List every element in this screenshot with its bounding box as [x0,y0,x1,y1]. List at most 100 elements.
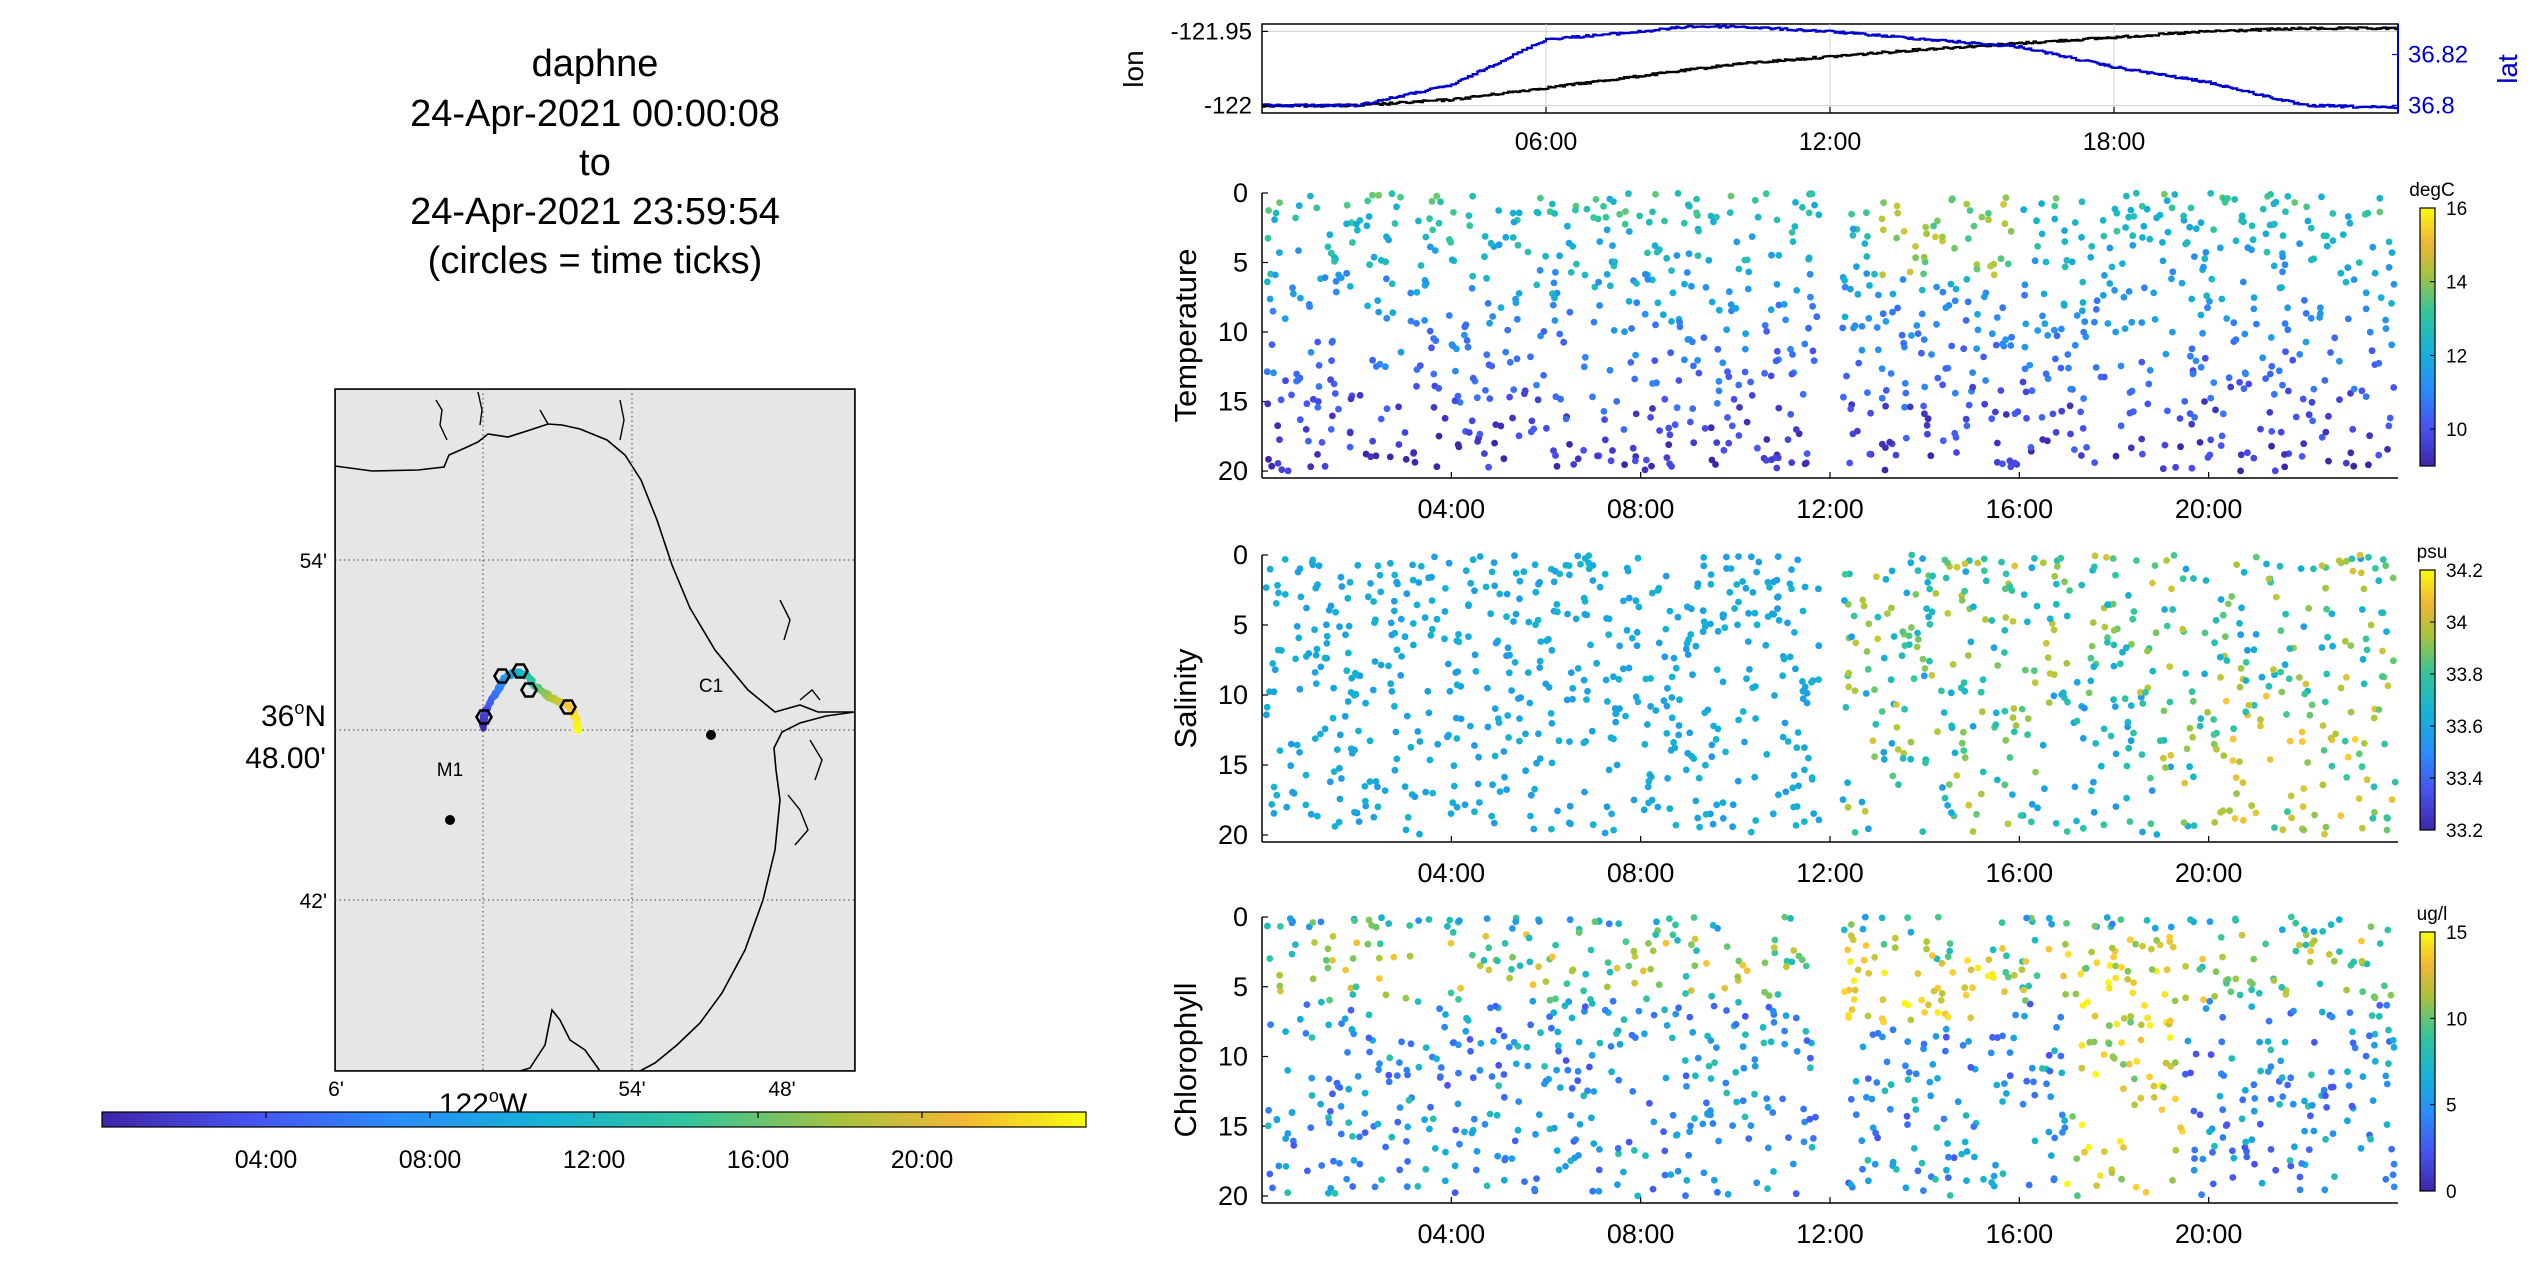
salinity-point [1965,801,1973,809]
salinity-point [2363,646,2371,654]
salinity-point [1969,723,1977,730]
temperature-point [1745,268,1753,276]
salinity-point [1733,581,1741,588]
salinity-point [1454,668,1462,675]
temperature-point [2129,232,2137,240]
salinity-point [1919,828,1927,835]
chlorophyll-point [1425,916,1433,923]
chlorophyll-point [1769,1007,1777,1015]
salinity-point [1884,610,1891,617]
temperature-point [2002,411,2010,418]
temperature-point [1411,458,1419,466]
chlorophyll-point [2110,1055,2118,1062]
chlorophyll-point [2375,1012,2383,1020]
salinity-point [1605,766,1613,774]
temperature-point [1465,212,1473,220]
chlorophyll-point [1273,1116,1281,1124]
temperature-point [2207,190,2215,197]
salinity-point [2128,640,2135,648]
temperature-point [1735,432,1743,439]
temperature-point [2282,348,2289,356]
temperature-point [1681,280,1688,288]
salinity-point [1790,771,1798,779]
chlorophyll-xtick-label: 20:00 [2175,1219,2243,1249]
chlorophyll-point [2371,1041,2378,1049]
temperature-point [1583,205,1591,213]
salinity-point [1635,603,1643,611]
temperature-point [2138,435,2146,443]
salinity-point [2284,808,2291,816]
temperature-point [2020,206,2028,214]
chlorophyll-point [1715,1137,1722,1145]
chlorophyll-point [1681,1057,1689,1064]
salinity-ytick-label: 20 [1218,820,1248,850]
salinity-point [1293,741,1301,749]
temperature-point [1875,291,1882,299]
salinity-point [1416,738,1424,745]
salinity-point [1455,638,1463,646]
temperature-point [1264,278,1271,286]
salinity-point [2383,628,2390,635]
chlorophyll-point [2023,914,2030,922]
chlorophyll-point [1859,1165,1866,1173]
temperature-point [1265,207,1272,214]
salinity-point [1969,828,1977,835]
temperature-point [1343,269,1351,277]
salinity-point [1361,783,1369,790]
salinity-point [1580,739,1588,747]
salinity-point [1625,664,1633,672]
chlorophyll-point [1878,914,1886,922]
salinity-point [1749,589,1757,596]
temperature-point [1504,326,1512,334]
temperature-point [1564,222,1571,230]
salinity-point [1702,811,1710,818]
salinity-point [2349,567,2357,575]
chlorophyll-ytick-label: 15 [1218,1111,1248,1141]
temperature-point [2064,351,2072,358]
temperature-point [1303,400,1311,408]
chlorophyll-point [1403,1066,1411,1074]
temperature-point [1282,377,1289,385]
temperature-point [1631,375,1639,383]
salinity-point [1574,552,1582,560]
temperature-point [1369,437,1376,445]
salinity-point [1700,554,1708,561]
temperature-point [1321,462,1329,470]
salinity-point [2318,562,2326,569]
salinity-point [1899,628,1907,635]
temperature-point [1620,426,1628,433]
chlorophyll-point [1361,1089,1369,1097]
temperature-point [2164,228,2172,236]
temperature-colorbar-tick-label: 14 [2446,273,2468,294]
salinity-point [1799,695,1807,703]
temperature-point [2275,367,2283,375]
salinity-point [1292,655,1299,663]
temperature-point [1685,250,1693,258]
temperature-point [1631,457,1639,465]
salinity-point [1329,714,1337,722]
salinity-point [2231,815,2239,822]
temperature-point [1902,434,1910,442]
chlorophyll-point [2287,1162,2295,1170]
salinity-point [1281,556,1289,563]
chlorophyll-point [2250,955,2258,963]
chlorophyll-point [2219,1013,2227,1021]
salinity-point [1563,696,1571,704]
chlorophyll-point [2031,936,2039,944]
vehicle-track [474,663,583,734]
salinity-point [1844,779,1851,787]
temperature-point [1893,202,1901,210]
chlorophyll-point [1483,1182,1491,1190]
temperature-point [1849,225,1857,233]
temperature-point [1313,204,1321,212]
salinity-point [1381,787,1389,794]
chlorophyll-point [2131,1101,2139,1109]
temperature-point [1482,387,1489,394]
salinity-point [2359,824,2366,832]
temperature-point [1663,254,1671,262]
chlorophyll-point [2241,1086,2249,1094]
salinity-point [1898,652,1906,660]
chlorophyll-point [1622,938,1630,946]
salinity-point [2149,579,2156,587]
chlorophyll-point [2272,1166,2280,1174]
